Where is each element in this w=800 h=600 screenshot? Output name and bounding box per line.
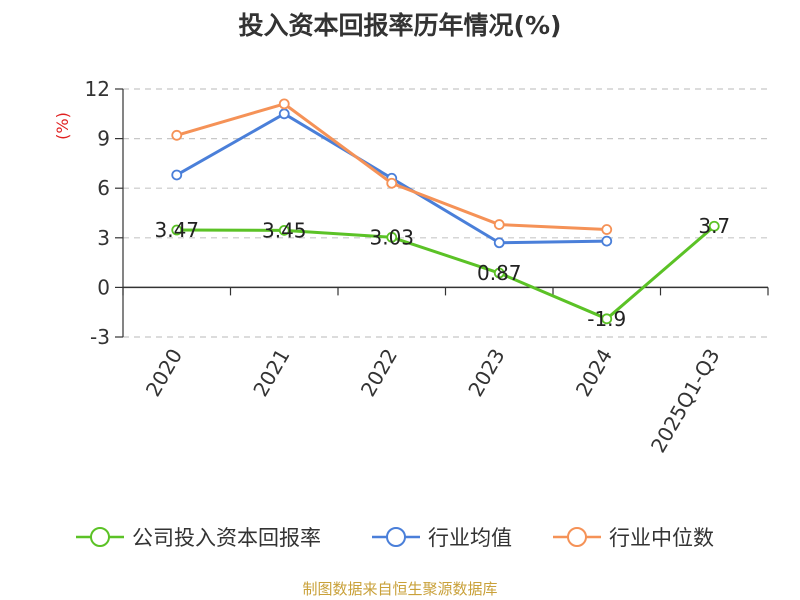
series-lines (171, 98, 720, 325)
y-tick-label-3: 3 (97, 226, 110, 250)
data-point-s0-0 (171, 224, 183, 236)
data-point-s1-0 (171, 169, 183, 181)
data-point-s2-3 (493, 219, 505, 230)
data-label-5: 3.7 (698, 214, 730, 238)
legend-label-0: 公司投入资本回报率 (132, 526, 321, 550)
legend-label-2: 行业中位数 (609, 526, 714, 550)
y-tick-label-6: 6 (97, 176, 110, 200)
axes: -3 0 3 6 9 12 (%) 2020 2021 2022 2023 2024 2025Q1-Q3 (53, 77, 769, 457)
series-line-2 (176, 102, 607, 232)
y-tick-label-0: 0 (97, 275, 110, 299)
x-tick-label-2021: 2021 (248, 345, 294, 401)
data-point-s2-0 (171, 129, 183, 141)
x-tick-label-2023: 2023 (463, 345, 509, 401)
data-point-s2-2 (386, 177, 398, 189)
data-point-s0-4 (601, 313, 613, 325)
legend-label-1: 行业均值 (428, 526, 512, 550)
data-point-s0-5 (708, 220, 720, 232)
data-label-1: 3.45 (262, 218, 307, 242)
y-tick-label--3: -3 (90, 325, 110, 349)
data-point-s0-1 (278, 224, 290, 236)
x-tick-label-2024: 2024 (571, 345, 617, 401)
x-tick-label-2022: 2022 (356, 345, 402, 401)
legend-marker-1 (386, 527, 406, 547)
legend-marker-0 (90, 527, 110, 547)
data-point-s0-2 (386, 231, 398, 243)
chart-title: 投入资本回报率历年情况(%) (238, 11, 562, 40)
y-tick-label-12: 12 (85, 77, 110, 101)
x-tick-label-2025Q1-Q3: 2025Q1-Q3 (646, 345, 725, 457)
data-point-s2-4 (601, 224, 613, 235)
data-label-4: -1.9 (587, 307, 626, 331)
data-label-0: 3.47 (154, 218, 199, 242)
grid-lines (123, 88, 768, 338)
data-point-s1-1 (278, 108, 290, 120)
data-point-s1-3 (493, 237, 505, 249)
data-point-s1-4 (601, 235, 613, 247)
y-axis-title: (%) (53, 112, 72, 140)
data-point-s0-3 (493, 267, 505, 279)
data-label-2: 3.03 (369, 225, 414, 249)
y-tick-label-9: 9 (97, 127, 110, 151)
data-point-s2-1 (278, 98, 290, 110)
legend-marker-2 (567, 527, 587, 547)
legend: 公司投入资本回报率 行业均值 行业中位数 (76, 526, 714, 550)
series-line-0 (176, 225, 716, 321)
data-labels: 3.47 3.45 3.03 0.87 -1.9 3.7 (154, 214, 730, 331)
data-label-3: 0.87 (477, 261, 522, 285)
source-footer: 制图数据来自恒生聚源数据库 (302, 580, 498, 598)
x-tick-label-2020: 2020 (141, 345, 187, 401)
